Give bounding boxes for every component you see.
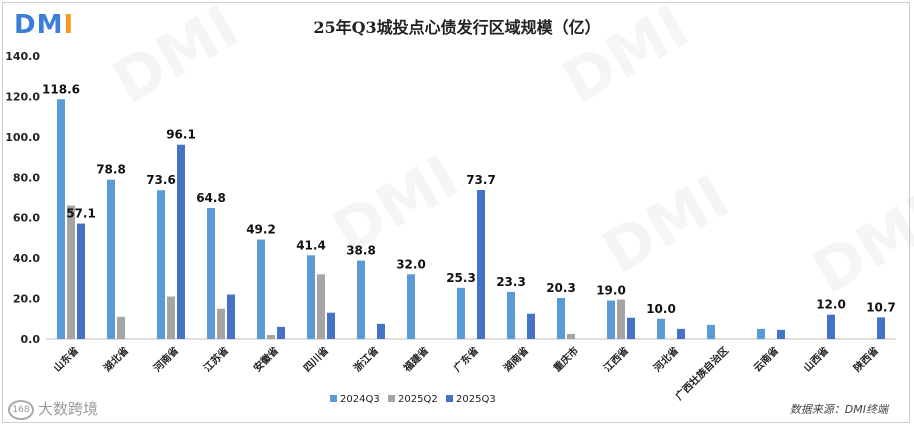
legend-swatch-1 [388,395,395,402]
data-source: 数据来源：DMI终端 [789,403,888,416]
x-tick-label: 江苏省 [201,344,231,374]
y-tick-label: 140.0 [5,50,40,63]
x-tick-label: 广东省 [451,344,481,374]
bar-2024q3-13 [707,324,715,339]
x-tick-label: 安徽省 [251,344,281,374]
bar-2025q2-5 [317,274,325,339]
bar-2025q3-12 [677,328,685,339]
data-label: 20.3 [546,281,576,295]
badge-icon: 168 [8,399,34,420]
x-tick-label: 福建省 [400,344,431,375]
data-label: 73.6 [146,173,176,187]
bar-2025q3-16 [877,317,885,339]
bar-2024q3-2 [157,190,165,339]
data-label: 118.6 [42,82,80,96]
legend-label-1: 2025Q2 [398,394,438,405]
x-tick-label: 四川省 [301,344,331,374]
bar-2024q3-1 [107,179,115,339]
x-tick-label: 广西壮族自治区 [672,344,731,403]
bar-2024q3-6 [357,260,365,339]
data-label: 12.0 [816,298,846,312]
bar-2024q3-10 [557,297,565,339]
data-label: 10.0 [646,302,676,316]
bar-2024q3-9 [507,291,515,339]
bottom-logo: 168 大数跨境 [8,398,98,420]
chart-title: 25年Q3城投点心债发行区域规模（亿） [313,18,601,37]
x-tick-label: 河北省 [651,344,681,374]
bar-2025q2-1 [117,316,125,339]
x-tick-label: 山西省 [801,344,831,374]
bar-2025q3-11 [627,317,635,339]
bar-2025q3-6 [377,323,385,339]
x-tick-label: 江西省 [601,344,631,374]
y-tick-label: 0.0 [21,333,41,346]
x-tick-label: 重庆市 [551,344,581,374]
chart-frame [2,2,910,423]
x-tick-label: 湖北省 [101,344,131,374]
data-label: 25.3 [446,271,476,285]
legend-label-2: 2025Q3 [456,394,496,405]
data-label: 96.1 [166,128,196,142]
bar-2025q3-5 [327,312,335,339]
bar-2024q3-3 [207,208,215,339]
x-tick-label: 河南省 [151,344,181,374]
y-tick-label: 60.0 [13,212,40,225]
bar-2025q3-0 [77,223,85,339]
legend-swatch-2 [446,395,453,402]
bar-2024q3-5 [307,255,315,339]
x-tick-label: 湖南省 [501,344,531,374]
y-tick-label: 80.0 [13,171,40,184]
bar-2025q3-14 [777,329,785,339]
bar-2024q3-11 [607,300,615,339]
bar-2025q2-10 [567,333,575,339]
data-label: 49.2 [246,223,276,237]
bar-2025q2-0 [67,205,75,339]
y-tick-label: 100.0 [5,131,40,144]
bar-2024q3-7 [407,274,415,339]
bar-2025q3-9 [527,313,535,339]
data-label: 23.3 [496,275,526,289]
bar-2025q2-2 [167,296,175,339]
y-tick-label: 20.0 [13,293,40,306]
data-label: 19.0 [596,284,626,298]
data-label: 10.7 [866,300,896,314]
bar-2025q2-11 [617,299,625,339]
bar-2025q3-8 [477,190,485,339]
data-label: 32.0 [396,257,426,271]
bar-2025q3-15 [827,314,835,339]
bar-2025q3-2 [177,144,185,339]
bar-2024q3-4 [257,239,265,339]
bar-2025q2-4 [267,334,275,339]
bar-2025q2-3 [217,308,225,339]
data-label: 73.7 [466,173,496,187]
bar-2025q3-4 [277,326,285,339]
data-label: 41.4 [296,238,326,252]
legend-label-0: 2024Q3 [340,394,380,405]
bar-2024q3-0 [57,99,65,339]
data-label: 78.8 [96,163,126,177]
data-label: 64.8 [196,191,226,205]
bar-2025q3-3 [227,294,235,339]
dmi-logo: DMI [14,10,75,40]
data-label: 38.8 [346,244,376,258]
data-label: 57.1 [66,207,96,221]
y-tick-label: 120.0 [5,90,40,103]
legend-swatch-0 [330,395,337,402]
x-tick-label: 云南省 [751,344,781,374]
bar-2024q3-12 [657,318,665,339]
bar-2024q3-14 [757,328,765,339]
x-tick-label: 陕西省 [851,344,881,374]
bar-2024q3-8 [457,287,465,339]
x-tick-label: 山东省 [51,344,81,374]
y-tick-label: 40.0 [13,252,40,265]
x-tick-label: 浙江省 [351,344,381,374]
